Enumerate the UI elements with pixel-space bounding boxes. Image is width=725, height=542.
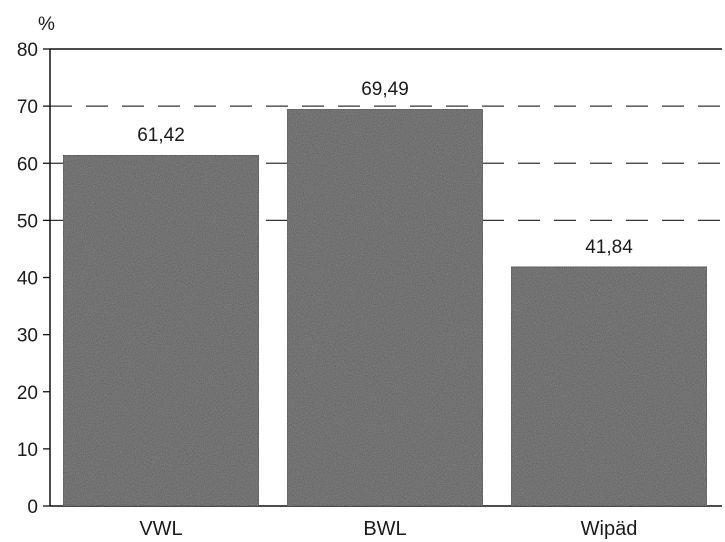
y-tick-labels: 0 10 20 30 40 50 60 70 80 xyxy=(17,40,38,518)
x-label-bwl: BWL xyxy=(363,518,406,540)
y-tick-label-20: 20 xyxy=(17,383,38,404)
y-tick-label-40: 40 xyxy=(17,269,38,290)
data-label-vwl: 61,42 xyxy=(137,125,185,146)
y-tick-label-80: 80 xyxy=(17,40,38,61)
x-category-labels: VWL BWL Wipäd xyxy=(139,518,637,540)
bar-vwl xyxy=(62,154,260,507)
y-tick-label-10: 10 xyxy=(17,440,38,461)
bar-wipäd xyxy=(510,266,708,507)
y-tick-label-60: 60 xyxy=(17,154,38,175)
x-label-vwl: VWL xyxy=(139,518,182,540)
bar-bwl xyxy=(286,108,484,507)
y-tick-label-50: 50 xyxy=(17,211,38,232)
data-label-bwl: 69,49 xyxy=(361,79,409,100)
data-label-wipäd: 41,84 xyxy=(585,237,633,258)
y-tick-label-70: 70 xyxy=(17,97,38,118)
y-tick-label-0: 0 xyxy=(27,497,38,518)
x-label-wipäd: Wipäd xyxy=(581,518,638,540)
bars xyxy=(62,108,708,507)
y-tick-label-30: 30 xyxy=(17,326,38,347)
data-labels: 61,42 69,49 41,84 xyxy=(137,79,633,258)
y-axis-unit-label: % xyxy=(38,14,55,35)
